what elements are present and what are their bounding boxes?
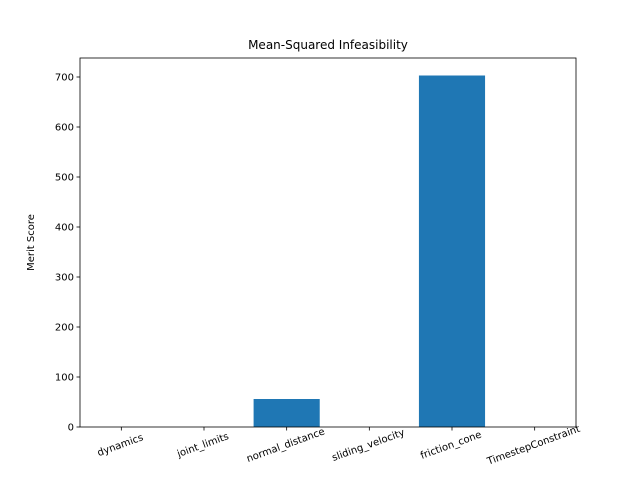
x-tick-label: sliding_velocity bbox=[331, 427, 407, 464]
y-axis: 0 100 200 300 400 500 600 700 bbox=[55, 73, 80, 434]
plot-area bbox=[80, 58, 576, 427]
x-tick-label: friction_cone bbox=[419, 430, 483, 462]
y-tick-label: 400 bbox=[55, 223, 74, 234]
x-tick-label: normal_distance bbox=[245, 426, 326, 465]
y-tick-label: 700 bbox=[55, 73, 74, 84]
plot-frame bbox=[79, 57, 577, 428]
bar-normal-distance bbox=[253, 399, 320, 427]
bar-friction-cone bbox=[418, 75, 486, 427]
chart-title: Mean-Squared Infeasibility bbox=[248, 38, 408, 52]
y-tick-label: 200 bbox=[55, 323, 74, 334]
y-tick-label: 0 bbox=[68, 423, 74, 434]
y-tick-label: 500 bbox=[55, 173, 74, 184]
x-axis: dynamics joint_limits normal_distance slidi… bbox=[96, 424, 582, 468]
x-tick-label: joint_limits bbox=[175, 431, 231, 460]
y-tick-label: 300 bbox=[55, 273, 74, 284]
y-axis-title: Merit Score bbox=[26, 214, 37, 271]
y-tick-label: 100 bbox=[55, 373, 74, 384]
y-tick-label: 600 bbox=[55, 123, 74, 134]
x-tick-label: TimestepConstraint bbox=[485, 424, 582, 468]
x-tick-label: dynamics bbox=[96, 432, 145, 459]
bars-group bbox=[253, 75, 486, 427]
